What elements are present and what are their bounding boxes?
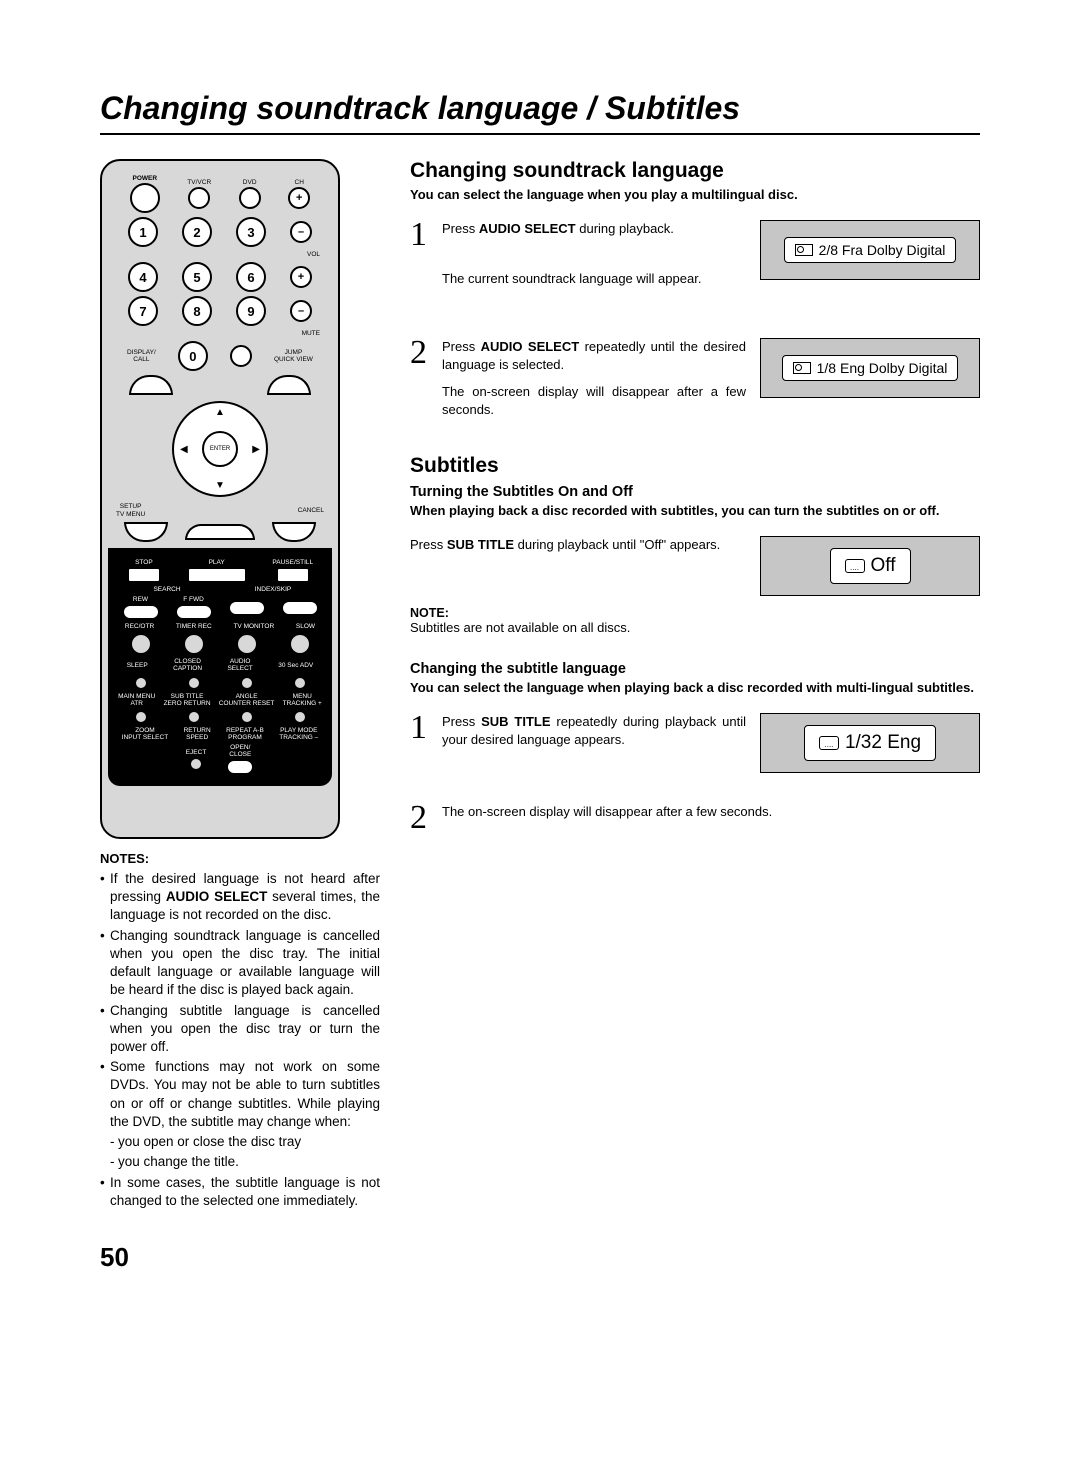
page-number: 50 bbox=[100, 1242, 980, 1273]
subtitles-title: Subtitles bbox=[410, 454, 980, 478]
remote-illustration: POWER TV/VCR DVD CH+ 123– VOL 456+ 789– … bbox=[100, 159, 340, 839]
subtitle-lang-title: Changing the subtitle language bbox=[410, 661, 980, 677]
note-item: Changing subtitle language is cancelled … bbox=[100, 1002, 380, 1057]
step-number: 2 bbox=[410, 338, 434, 369]
subtitle-icon bbox=[845, 559, 865, 573]
note-subitem: you open or close the disc tray bbox=[100, 1133, 380, 1151]
osd-display: 1/8 Eng Dolby Digital bbox=[760, 338, 980, 398]
step-number: 1 bbox=[410, 713, 434, 744]
osd-display: Off bbox=[760, 536, 980, 596]
step-body: The current soundtrack language will app… bbox=[442, 270, 746, 288]
subtitles-onoff-intro: When playing back a disc recorded with s… bbox=[410, 503, 980, 520]
step-body: Press SUB TITLE during playback until "O… bbox=[410, 536, 746, 554]
note-label: NOTE: bbox=[410, 606, 980, 620]
step-body: Press AUDIO SELECT repeatedly until the … bbox=[442, 338, 746, 373]
osd-display: 1/32 Eng bbox=[760, 713, 980, 773]
note-item: Some functions may not work on some DVDs… bbox=[100, 1058, 380, 1131]
note-subitem: you change the title. bbox=[100, 1153, 380, 1171]
note-item: In some cases, the subtitle language is … bbox=[100, 1174, 380, 1210]
step-body: Press SUB TITLE repeatedly during playba… bbox=[442, 713, 746, 748]
page-title: Changing soundtrack language / Subtitles bbox=[100, 90, 980, 135]
step-body: The on-screen display will disappear aft… bbox=[442, 383, 746, 418]
osd-display: 2/8 Fra Dolby Digital bbox=[760, 220, 980, 280]
step-number: 1 bbox=[410, 220, 434, 251]
left-column: POWER TV/VCR DVD CH+ 123– VOL 456+ 789– … bbox=[100, 159, 380, 1212]
note-item: If the desired language is not heard aft… bbox=[100, 870, 380, 925]
step-number: 2 bbox=[410, 803, 434, 834]
soundtrack-intro: You can select the language when you pla… bbox=[410, 187, 980, 204]
notes-title: NOTES: bbox=[100, 851, 380, 866]
subtitle-icon bbox=[819, 736, 839, 750]
audio-icon bbox=[795, 244, 813, 256]
soundtrack-title: Changing soundtrack language bbox=[410, 159, 980, 183]
note-item: Changing soundtrack language is cancelle… bbox=[100, 927, 380, 1000]
subtitles-onoff-title: Turning the Subtitles On and Off bbox=[410, 484, 980, 500]
note-text: Subtitles are not available on all discs… bbox=[410, 620, 980, 635]
audio-icon bbox=[793, 362, 811, 374]
right-column: Changing soundtrack language You can sel… bbox=[410, 159, 980, 1212]
step-body: Press AUDIO SELECT during playback. bbox=[442, 220, 746, 238]
step-body: The on-screen display will disappear aft… bbox=[442, 803, 980, 821]
notes-list: If the desired language is not heard aft… bbox=[100, 870, 380, 1210]
subtitle-lang-intro: You can select the language when playing… bbox=[410, 680, 980, 697]
